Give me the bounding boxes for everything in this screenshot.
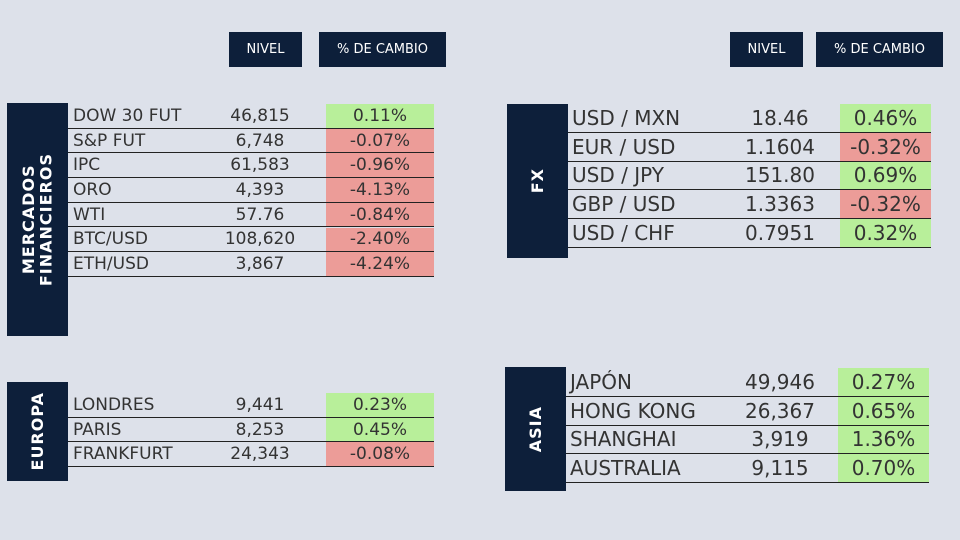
level-value: 57.76 xyxy=(235,204,285,225)
market-name: WTI xyxy=(73,204,106,225)
section-label-box: EUROPA xyxy=(7,382,68,481)
level-value: 61,583 xyxy=(230,155,290,176)
market-name: DOW 30 FUT xyxy=(73,105,182,126)
market-name: SHANGHAI xyxy=(570,427,677,452)
change-value: -4.13% xyxy=(326,178,434,202)
table-row: ETH/USD 3,867 -4.24% xyxy=(68,252,434,277)
market-name: HONG KONG xyxy=(570,398,696,423)
change-value: -0.84% xyxy=(326,202,434,227)
level-value: 1.1604 xyxy=(745,134,815,159)
market-name: S&P FUT xyxy=(73,130,146,151)
table-row: ORO 4,393 -4.13% xyxy=(68,178,434,203)
market-name: USD / MXN xyxy=(572,105,681,130)
level-value: 46,815 xyxy=(230,105,290,126)
change-value: 0.45% xyxy=(326,417,434,442)
market-name: PARIS xyxy=(73,419,122,440)
change-value: 0.32% xyxy=(840,219,931,247)
table-row: SHANGHAI 3,919 1.36% xyxy=(566,425,929,455)
change-value: 0.23% xyxy=(326,393,434,417)
market-name: USD / CHF xyxy=(572,221,675,246)
change-value: 0.46% xyxy=(840,104,931,132)
level-value: 0.7951 xyxy=(745,221,815,246)
market-name: BTC/USD xyxy=(73,229,148,250)
change-value: 1.36% xyxy=(838,425,929,454)
change-value: -0.32% xyxy=(840,190,931,219)
header-nivel: NIVEL xyxy=(229,32,302,67)
table-row: GBP / USD 1.3363 -0.32% xyxy=(568,190,931,220)
section-label: MERCADOS FINANCIEROS xyxy=(18,152,56,287)
table-row: AUSTRALIA 9,115 0.70% xyxy=(566,454,929,484)
section-label-line: EUROPA xyxy=(27,392,47,471)
table-row: IPC 61,583 -0.96% xyxy=(68,153,434,179)
table-row: USD / JPY 151.80 0.69% xyxy=(568,161,931,191)
section-label-line: ASIA xyxy=(525,405,545,453)
level-value: 3,867 xyxy=(235,254,285,275)
section-label: EUROPA xyxy=(27,392,47,471)
table-row: USD / MXN 18.46 0.46% xyxy=(568,104,931,133)
level-value: 151.80 xyxy=(745,163,815,188)
section-label-line: FINANCIEROS xyxy=(36,152,56,287)
header-cambio: % DE CAMBIO xyxy=(319,32,446,67)
section-label: ASIA xyxy=(525,405,545,453)
section-label-box: MERCADOS FINANCIEROS xyxy=(7,103,68,336)
change-value: -0.08% xyxy=(326,442,434,467)
market-name: ETH/USD xyxy=(73,254,149,275)
table-row: BTC/USD 108,620 -2.40% xyxy=(68,227,434,253)
change-value: -2.40% xyxy=(326,227,434,252)
table-row: PARIS 8,253 0.45% xyxy=(68,417,434,443)
market-name: IPC xyxy=(73,155,101,176)
change-value: -4.24% xyxy=(326,252,434,276)
section-label-box: FX xyxy=(507,104,568,258)
change-value: -0.32% xyxy=(840,132,931,161)
level-value: 4,393 xyxy=(235,179,285,200)
market-name: LONDRES xyxy=(73,394,155,415)
table-row: LONDRES 9,441 0.23% xyxy=(68,393,434,418)
level-value: 24,343 xyxy=(230,444,290,465)
section-label-box: ASIA xyxy=(505,367,566,491)
level-value: 18.46 xyxy=(751,105,809,130)
table-row: EUR / USD 1.1604 -0.32% xyxy=(568,132,931,162)
market-name: JAPÓN xyxy=(570,369,632,394)
table-row: HONG KONG 26,367 0.65% xyxy=(566,396,929,426)
market-name: EUR / USD xyxy=(572,134,676,159)
change-value: 0.65% xyxy=(838,396,929,425)
level-value: 3,919 xyxy=(751,427,809,452)
change-value: 0.69% xyxy=(840,161,931,190)
level-value: 9,441 xyxy=(235,394,285,415)
level-value: 8,253 xyxy=(235,419,285,440)
market-name: FRANKFURT xyxy=(73,444,173,465)
change-value: 0.70% xyxy=(838,454,929,483)
level-value: 1.3363 xyxy=(745,192,815,217)
market-name: AUSTRALIA xyxy=(570,456,681,481)
market-name: GBP / USD xyxy=(572,192,676,217)
change-value: 0.11% xyxy=(326,104,434,128)
market-name: ORO xyxy=(73,179,112,200)
market-name: USD / JPY xyxy=(572,163,664,188)
table-row: USD / CHF 0.7951 0.32% xyxy=(568,219,931,248)
level-value: 49,946 xyxy=(745,369,815,394)
change-value: 0.27% xyxy=(838,368,929,396)
table-row: DOW 30 FUT 46,815 0.11% xyxy=(68,104,434,129)
change-value: -0.96% xyxy=(326,153,434,178)
section-label: FX xyxy=(527,168,547,194)
change-value: -0.07% xyxy=(326,128,434,153)
table-row: S&P FUT 6,748 -0.07% xyxy=(68,128,434,154)
table-row: WTI 57.76 -0.84% xyxy=(68,202,434,228)
section-label-line: FX xyxy=(527,168,547,194)
section-label-line: MERCADOS xyxy=(18,164,38,275)
level-value: 108,620 xyxy=(224,229,296,250)
header-nivel: NIVEL xyxy=(730,32,803,67)
level-value: 9,115 xyxy=(751,456,809,481)
header-cambio: % DE CAMBIO xyxy=(816,32,943,67)
table-row: FRANKFURT 24,343 -0.08% xyxy=(68,442,434,468)
level-value: 26,367 xyxy=(745,398,815,423)
table-row: JAPÓN 49,946 0.27% xyxy=(566,368,929,397)
level-value: 6,748 xyxy=(235,130,285,151)
